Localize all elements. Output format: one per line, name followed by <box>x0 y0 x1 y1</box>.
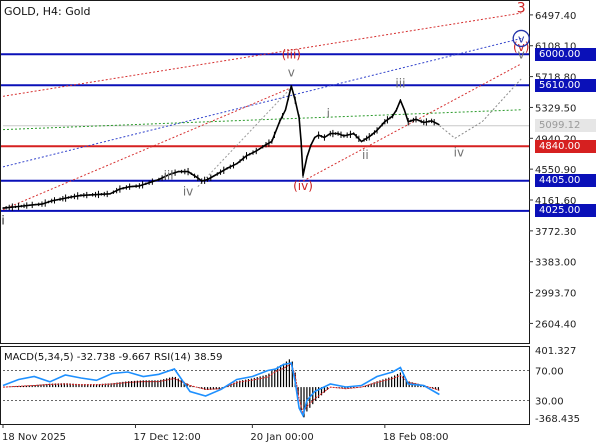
trend-line <box>2 12 522 97</box>
y-tick-label: 4550.90 <box>535 165 576 176</box>
wave-label: v <box>288 65 295 79</box>
price-tag: 6000.00 <box>535 47 596 61</box>
wave-label: v <box>518 47 525 61</box>
y-tick-label: 5329.50 <box>535 103 576 114</box>
x-tick-label: 18 Feb 08:00 <box>383 432 449 443</box>
x-tick-label: 17 Dec 12:00 <box>133 432 200 443</box>
wave-label: iii <box>164 169 174 183</box>
y-tick-label: 6497.40 <box>535 11 576 22</box>
forecast-path <box>439 78 522 139</box>
y-tick-label: 5718.80 <box>535 73 576 84</box>
macd-signal-line <box>2 362 440 415</box>
y-tick-label: 3772.30 <box>535 227 576 238</box>
y-tick-label: 3383.00 <box>535 258 576 269</box>
price-tag: 5099.12 <box>535 119 596 133</box>
wave-label: iv <box>183 184 193 198</box>
price-tag: 5610.00 <box>535 78 596 92</box>
y-tick-label: 6108.10 <box>535 42 576 53</box>
wave-label: i <box>327 107 330 121</box>
rsi-line <box>2 362 440 418</box>
y-tick-label: 4161.60 <box>535 196 576 207</box>
wave-label: v <box>518 32 525 45</box>
trend-line <box>2 87 292 211</box>
indicator-y-label: -368.435 <box>535 414 580 425</box>
main-panel-frame <box>0 0 530 344</box>
y-tick-label: 2604.40 <box>535 319 576 330</box>
trend-line <box>302 63 522 182</box>
wave-label: (v) <box>513 40 529 54</box>
trend-line <box>2 37 522 168</box>
wave-label: 3 <box>517 0 526 16</box>
chart-title: GOLD, H4: Gold <box>4 5 91 18</box>
indicator-y-label: 30.00 <box>535 397 564 408</box>
trend-line <box>197 87 292 188</box>
indicator-title: MACD(5,34,5) -32.738 -9.667 RSI(14) 38.5… <box>4 352 223 363</box>
x-tick-label: 20 Jan 00:00 <box>250 432 313 443</box>
x-tick-label: 18 Nov 2025 <box>2 432 66 443</box>
price-tag: 4025.00 <box>535 204 596 218</box>
wave-label: (iii) <box>282 47 301 61</box>
price-tag: 4840.00 <box>535 139 596 153</box>
indicator-y-label: 70.00 <box>535 367 564 378</box>
wave-label: i <box>1 214 4 228</box>
indicator-panel-frame <box>0 346 530 425</box>
wave-label: (iv) <box>293 179 313 193</box>
indicator-y-label: 401.327 <box>535 346 576 357</box>
price-tag: 4405.00 <box>535 174 596 188</box>
y-tick-label: 2993.70 <box>535 289 576 300</box>
wave-label: iv <box>454 146 464 160</box>
trend-line <box>2 109 522 131</box>
wave-circle <box>512 29 530 48</box>
wave-label: iii <box>395 77 405 91</box>
wave-label: ii <box>362 148 369 162</box>
